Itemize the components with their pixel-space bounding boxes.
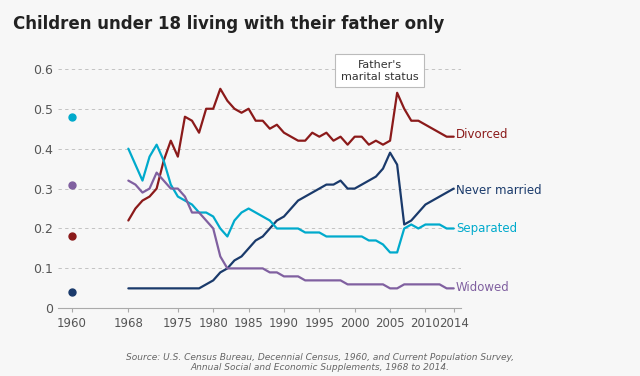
Text: Source: U.S. Census Bureau, Decennial Census, 1960, and Current Population Surve: Source: U.S. Census Bureau, Decennial Ce… <box>126 353 514 372</box>
Text: Children under 18 living with their father only: Children under 18 living with their fath… <box>13 15 444 33</box>
Text: Separated: Separated <box>456 222 517 235</box>
Text: Father's
marital status: Father's marital status <box>340 60 419 84</box>
Text: Divorced: Divorced <box>456 128 508 141</box>
Text: Never married: Never married <box>456 184 541 197</box>
Text: Widowed: Widowed <box>456 281 509 294</box>
